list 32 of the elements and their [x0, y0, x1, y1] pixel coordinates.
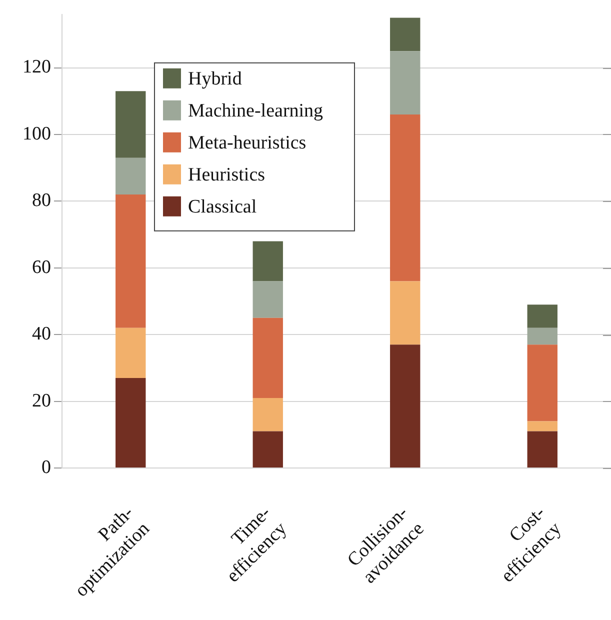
bar [252, 431, 283, 468]
bar [252, 241, 283, 282]
y-tick-label: 120 [22, 56, 51, 78]
bar [116, 91, 146, 158]
y-tick-label: 80 [32, 190, 51, 212]
bar [390, 344, 420, 468]
bar [527, 304, 558, 328]
legend-label: Hybrid [188, 68, 242, 90]
y-tick-label: 60 [32, 256, 51, 278]
legend-label: Meta-heuristics [188, 132, 306, 154]
bar [252, 398, 283, 432]
bar [527, 344, 558, 422]
bar [116, 194, 146, 328]
bar [390, 18, 420, 52]
bar [116, 328, 146, 378]
legend-label: Heuristics [188, 164, 266, 186]
bar [116, 158, 146, 195]
bar [252, 281, 283, 318]
bar [390, 51, 420, 114]
bar [527, 328, 558, 345]
bar [527, 421, 558, 432]
y-tick-label: 100 [22, 123, 51, 144]
y-tick-label: 0 [42, 456, 51, 478]
legend-label: Machine-learning [188, 100, 324, 122]
legend-label: Classical [188, 196, 257, 218]
bar [116, 378, 146, 468]
bar [390, 114, 420, 282]
bar [390, 281, 420, 345]
y-tick-label: 40 [32, 324, 51, 345]
y-tick-label: 20 [32, 390, 51, 412]
bar [252, 318, 283, 398]
bar [527, 431, 558, 468]
